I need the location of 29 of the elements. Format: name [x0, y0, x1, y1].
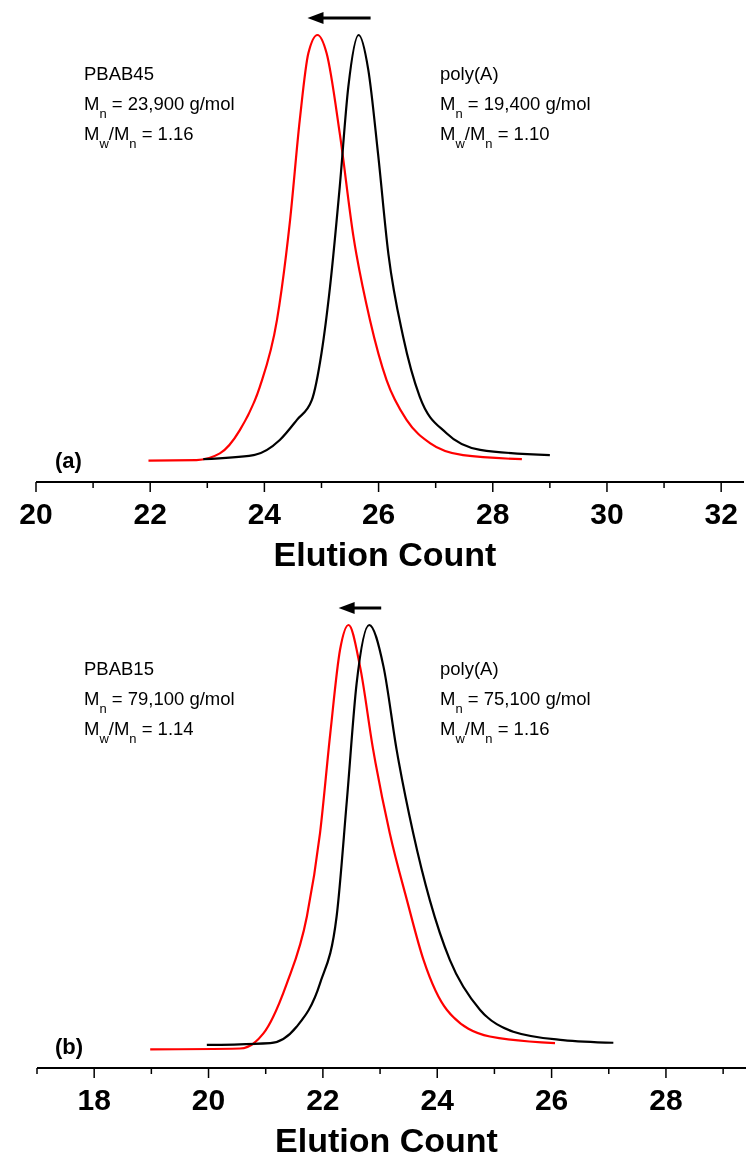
annotation: (a) — [55, 448, 82, 473]
annotation: M$_{n}$ = 79,100 g/mol — [84, 688, 235, 716]
x-tick-label: 30 — [590, 497, 624, 530]
x-tick-label: 20 — [191, 1083, 226, 1116]
annotation: poly(A) — [440, 63, 499, 84]
annotation: M$_{w}$/M$_{n}$ = 1.16 — [84, 123, 194, 151]
annotation: M$_{w}$/M$_{n}$ = 1.16 — [440, 718, 550, 746]
x-tick-label: 20 — [19, 497, 53, 530]
x-tick-label: 18 — [77, 1083, 111, 1116]
annotation: M$_{w}$/M$_{n}$ = 1.14 — [84, 718, 194, 746]
x-tick-label: 32 — [704, 497, 738, 530]
annotation: M$_{n}$ = 23,900 g/mol — [84, 93, 235, 121]
x-axis-title: Elution Count — [275, 1121, 498, 1159]
annotation: M$_{w}$/M$_{n}$ = 1.10 — [440, 123, 550, 151]
x-tick-label: 24 — [247, 497, 282, 530]
x-axis-title: Elution Count — [273, 535, 497, 573]
x-tick-label: 22 — [306, 1083, 340, 1116]
annotation: M$_{n}$ = 19,400 g/mol — [440, 93, 591, 121]
x-tick-label: 26 — [361, 497, 396, 530]
x-tick-label: 28 — [649, 1083, 683, 1116]
x-tick-label: 24 — [420, 1083, 455, 1116]
annotation: M$_{n}$ = 75,100 g/mol — [440, 688, 591, 716]
annotation: PBAB15 — [84, 658, 154, 679]
x-tick-label: 22 — [133, 497, 167, 530]
annotation: poly(A) — [440, 658, 499, 679]
x-tick-label: 28 — [476, 497, 510, 530]
annotation: (b) — [55, 1034, 84, 1059]
annotation: PBAB45 — [84, 63, 154, 84]
x-tick-label: 26 — [534, 1083, 569, 1116]
